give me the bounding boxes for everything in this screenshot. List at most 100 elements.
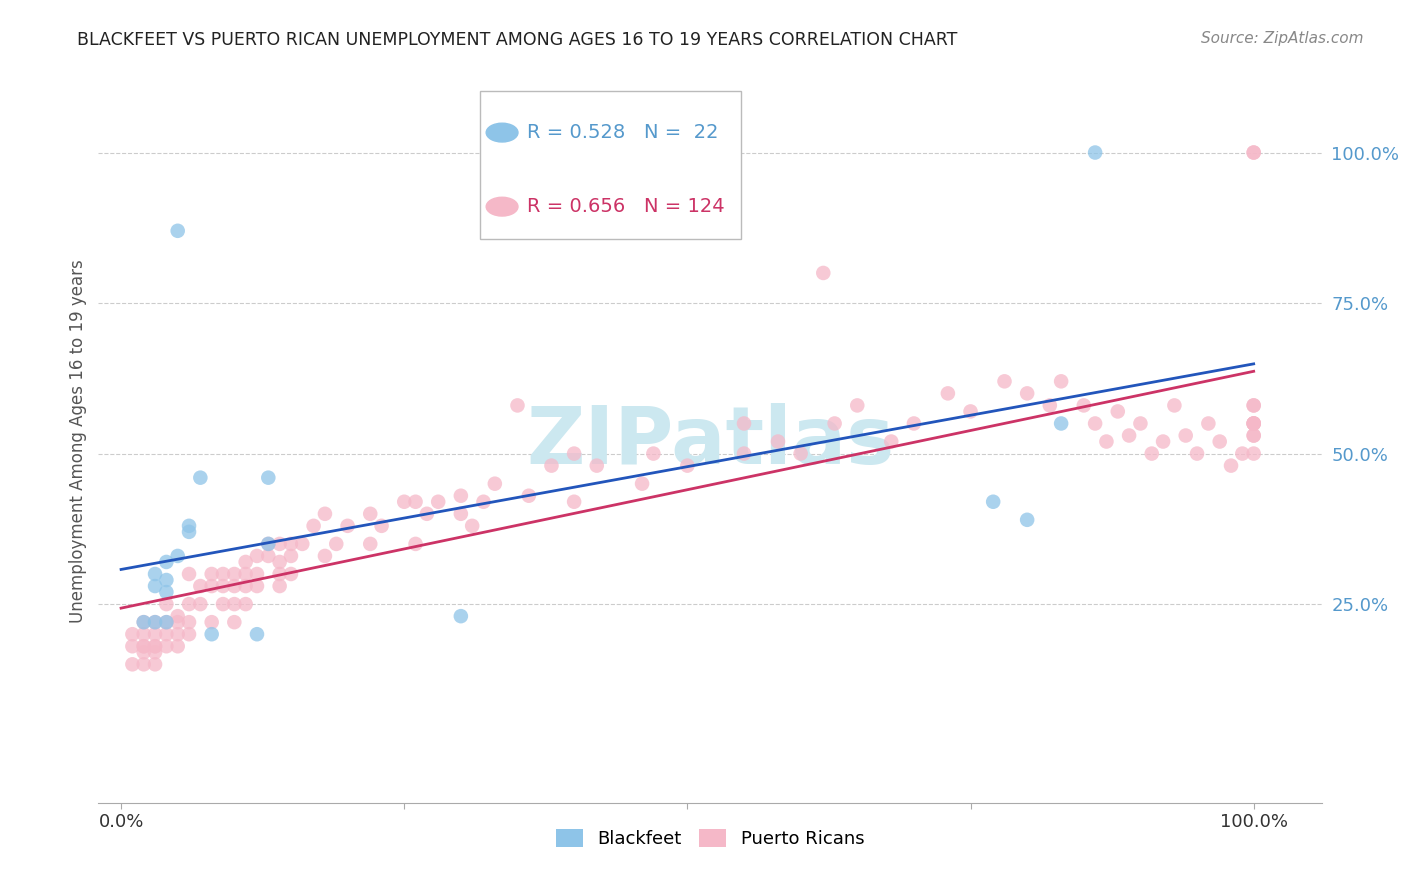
Point [246, 627, 269, 641]
Legend: Blackfeet, Puerto Ricans: Blackfeet, Puerto Ricans [548, 822, 872, 855]
Point [224, 567, 246, 582]
Point [1220, 458, 1243, 473]
Point [166, 609, 188, 624]
Point [359, 507, 381, 521]
Point [302, 519, 325, 533]
Point [280, 549, 302, 563]
Point [959, 404, 981, 418]
Point [1118, 428, 1140, 442]
Point [224, 615, 246, 630]
Point [643, 446, 665, 460]
Point [177, 627, 200, 641]
Point [733, 417, 755, 431]
Text: BLACKFEET VS PUERTO RICAN UNEMPLOYMENT AMONG AGES 16 TO 19 YEARS CORRELATION CHA: BLACKFEET VS PUERTO RICAN UNEMPLOYMENT A… [77, 31, 957, 49]
Point [1039, 398, 1062, 412]
Point [733, 446, 755, 460]
Point [280, 537, 302, 551]
Point [484, 476, 506, 491]
Point [269, 567, 291, 582]
Point [235, 555, 257, 569]
Point [1243, 145, 1265, 160]
Text: Source: ZipAtlas.com: Source: ZipAtlas.com [1201, 31, 1364, 46]
Point [224, 579, 246, 593]
Point [1243, 446, 1265, 460]
Point [472, 494, 495, 508]
Point [1107, 404, 1129, 418]
Point [314, 549, 336, 563]
Point [155, 627, 177, 641]
Point [1185, 446, 1208, 460]
Point [631, 476, 654, 491]
Point [143, 657, 166, 672]
Point [235, 579, 257, 593]
Point [280, 567, 302, 582]
Point [1140, 446, 1163, 460]
Text: R = 0.528   N =  22: R = 0.528 N = 22 [526, 123, 718, 142]
Point [155, 555, 177, 569]
Point [143, 645, 166, 659]
Point [132, 615, 155, 630]
Point [813, 266, 835, 280]
Point [121, 657, 143, 672]
Point [1163, 398, 1185, 412]
Point [450, 507, 472, 521]
Point [155, 597, 177, 611]
Point [1017, 513, 1039, 527]
Point [1243, 428, 1265, 442]
Point [143, 615, 166, 630]
Point [235, 567, 257, 582]
Point [562, 446, 585, 460]
Point [1050, 417, 1073, 431]
Point [880, 434, 903, 449]
Point [903, 417, 925, 431]
Point [201, 579, 224, 593]
Point [427, 494, 450, 508]
Point [405, 537, 427, 551]
Point [132, 657, 155, 672]
Point [188, 471, 212, 485]
Point [1243, 417, 1265, 431]
Point [993, 375, 1015, 389]
Point [506, 398, 529, 412]
Point [143, 615, 166, 630]
Point [143, 579, 166, 593]
Point [936, 386, 959, 401]
Point [1243, 417, 1265, 431]
Point [325, 537, 347, 551]
Point [246, 549, 269, 563]
Point [212, 567, 235, 582]
Point [143, 567, 166, 582]
Point [1243, 428, 1265, 442]
Point [392, 494, 416, 508]
Circle shape [486, 123, 517, 142]
Point [177, 519, 200, 533]
Point [1084, 145, 1107, 160]
Point [155, 615, 177, 630]
Point [224, 597, 246, 611]
Y-axis label: Unemployment Among Ages 16 to 19 years: Unemployment Among Ages 16 to 19 years [69, 260, 87, 624]
Point [201, 567, 224, 582]
Text: ZIPatlas: ZIPatlas [526, 402, 894, 481]
Point [177, 567, 200, 582]
Point [257, 537, 280, 551]
Point [1073, 398, 1095, 412]
Point [370, 519, 392, 533]
Point [177, 524, 200, 539]
Point [1050, 375, 1073, 389]
Point [155, 639, 177, 653]
Point [201, 615, 224, 630]
Point [405, 494, 427, 508]
Point [1017, 386, 1039, 401]
Point [676, 458, 699, 473]
Point [461, 519, 484, 533]
Point [132, 615, 155, 630]
Point [166, 224, 188, 238]
Point [166, 639, 188, 653]
Point [517, 489, 540, 503]
Point [1197, 417, 1219, 431]
Point [143, 627, 166, 641]
Point [1208, 434, 1230, 449]
Point [155, 615, 177, 630]
Point [1243, 417, 1265, 431]
Point [121, 627, 143, 641]
